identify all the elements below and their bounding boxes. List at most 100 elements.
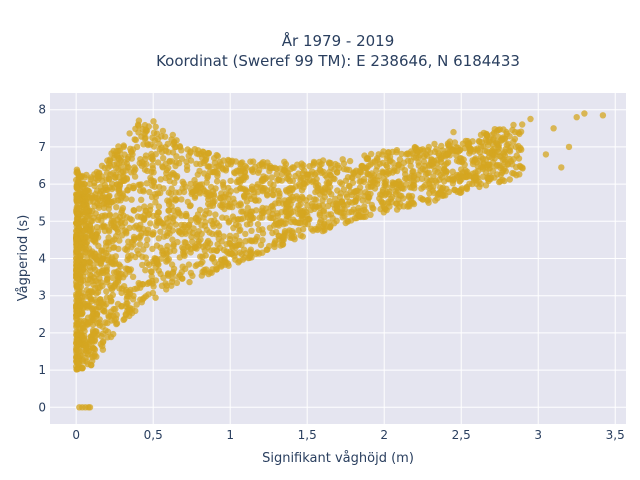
data-point (84, 276, 92, 283)
data-point (99, 323, 106, 330)
data-point (184, 146, 191, 153)
data-point (308, 171, 315, 178)
data-point (165, 189, 172, 196)
data-points (73, 110, 607, 411)
data-point (185, 261, 193, 268)
data-point (104, 157, 111, 164)
data-point (108, 198, 116, 206)
data-point (182, 239, 189, 246)
data-point (99, 346, 107, 353)
data-point (488, 147, 496, 154)
data-point (164, 140, 171, 148)
data-point (373, 167, 380, 174)
data-point (73, 219, 80, 227)
data-point (109, 291, 117, 299)
data-point (321, 220, 328, 228)
data-point (179, 244, 186, 251)
data-point (320, 168, 327, 175)
data-point (172, 195, 179, 203)
data-point (379, 168, 386, 175)
data-point (393, 149, 400, 156)
data-point (321, 189, 328, 196)
data-point (157, 228, 164, 235)
data-point (135, 181, 142, 188)
data-point (147, 206, 154, 214)
data-point (181, 221, 188, 229)
data-point (182, 265, 189, 273)
x-tick-labels: 0 0,5 1 1,5 2 2,5 3 3,5 (72, 428, 624, 442)
data-point (142, 229, 150, 237)
data-point (346, 183, 353, 190)
data-point (77, 253, 84, 261)
data-point (419, 196, 427, 203)
data-point (298, 215, 305, 223)
data-point (418, 175, 426, 182)
data-point (312, 225, 319, 233)
data-point (155, 215, 162, 223)
data-point (275, 232, 282, 239)
data-point (133, 301, 140, 308)
data-point (295, 202, 302, 209)
data-point (109, 274, 116, 281)
data-point (110, 269, 118, 276)
data-point (364, 155, 372, 162)
data-point (395, 178, 403, 185)
data-point (398, 150, 405, 158)
data-point (599, 112, 607, 119)
data-point (285, 198, 293, 206)
data-point (113, 320, 121, 327)
data-point (401, 167, 409, 174)
data-point (113, 204, 120, 211)
data-point (201, 247, 209, 254)
data-point (321, 227, 328, 234)
data-point (91, 194, 99, 201)
x-tick-label: 0,5 (144, 428, 163, 442)
data-point (515, 155, 523, 162)
data-point (241, 173, 249, 180)
data-point (169, 275, 176, 282)
data-point (73, 320, 80, 327)
data-point (463, 173, 470, 181)
data-point (407, 157, 414, 165)
data-point (408, 199, 415, 206)
data-point (319, 197, 326, 204)
x-tick-label: 3 (534, 428, 542, 442)
data-point (352, 197, 359, 205)
data-point (415, 154, 422, 161)
data-point (75, 360, 82, 368)
x-tick-label: 3,5 (606, 428, 625, 442)
data-point (248, 227, 255, 234)
data-point (132, 136, 139, 144)
data-point (573, 114, 580, 121)
data-point (87, 250, 94, 257)
data-point (85, 344, 92, 351)
data-point (398, 184, 405, 191)
data-point (213, 231, 220, 238)
data-point (290, 164, 297, 171)
data-point (565, 143, 573, 151)
data-point (105, 312, 112, 319)
data-point (362, 208, 370, 216)
data-point (142, 254, 149, 261)
data-point (79, 310, 86, 317)
data-point (166, 157, 173, 165)
data-point (248, 186, 255, 193)
data-point (309, 203, 316, 210)
data-point (342, 177, 350, 184)
data-point (78, 181, 86, 188)
data-point (78, 364, 86, 372)
data-point (98, 162, 106, 169)
data-point (519, 121, 526, 128)
data-point (278, 219, 285, 226)
data-point (312, 196, 320, 203)
data-point (221, 256, 228, 264)
data-point (108, 298, 115, 305)
data-point (476, 183, 483, 191)
data-point (272, 220, 279, 228)
data-point (207, 217, 215, 225)
data-point (186, 202, 194, 210)
data-point (104, 164, 112, 171)
data-point (169, 149, 177, 156)
data-point (153, 222, 160, 229)
data-point (214, 170, 221, 177)
